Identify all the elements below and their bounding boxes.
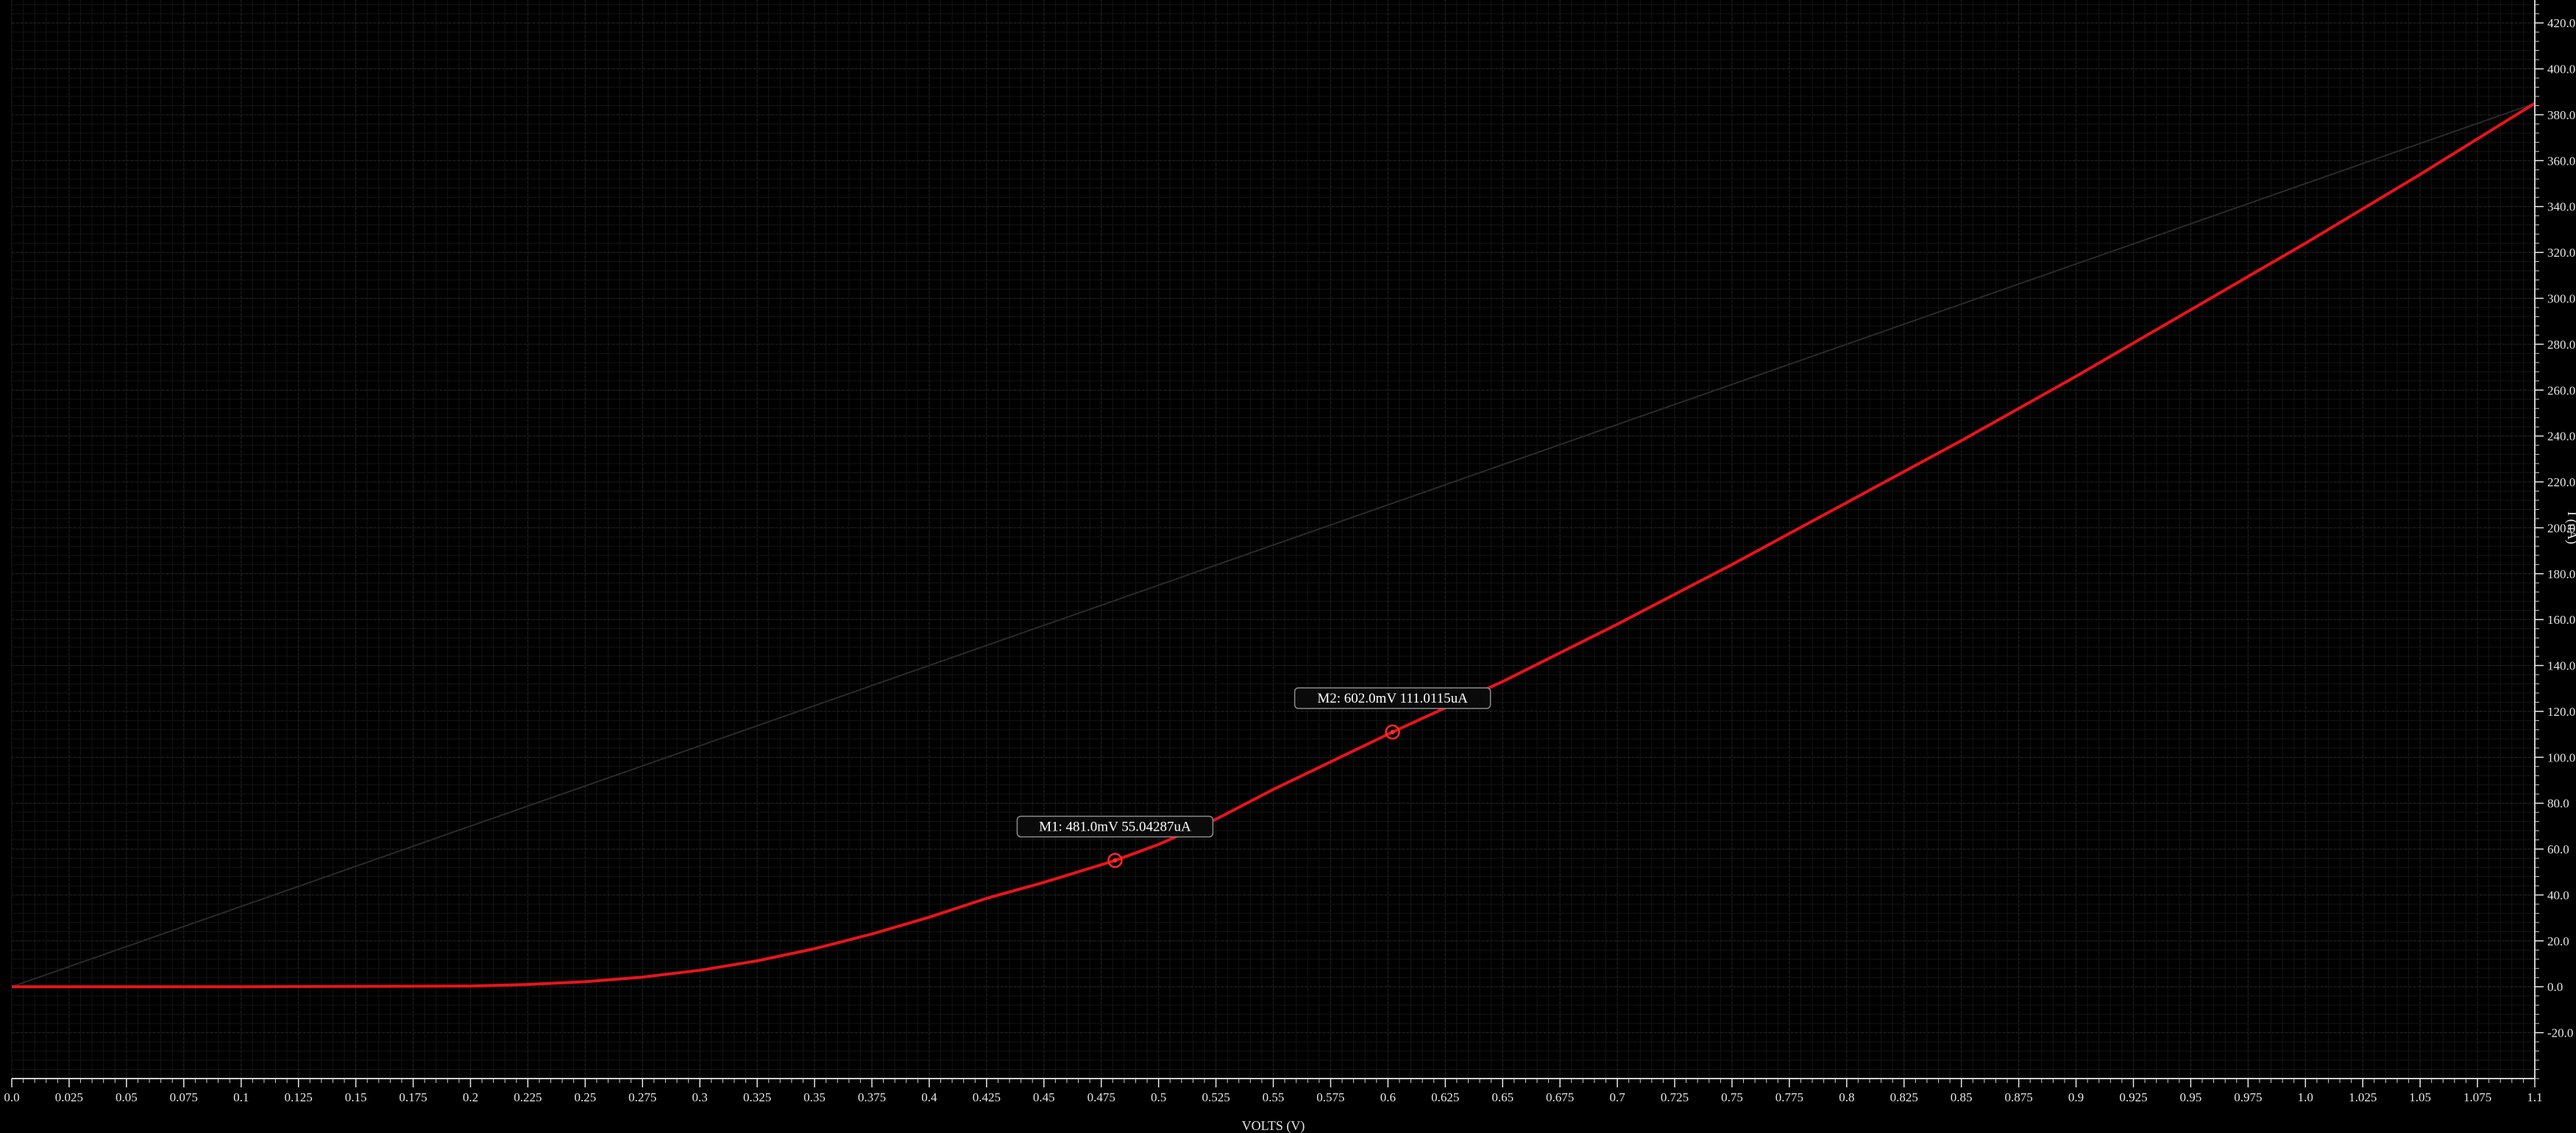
series-layer [11,102,2536,989]
x-tick-label: 0.15 [345,1090,367,1104]
x-tick-label: 0.8 [1839,1090,1854,1104]
y-tick-label: 360.0 [2547,154,2575,168]
x-tick-label: 0.25 [574,1090,596,1104]
marker-1-dot [1113,858,1118,863]
x-tick-label: 0.125 [285,1090,313,1104]
marker-2-label-box [1294,687,1491,709]
y-tick-label: 380.0 [2547,108,2575,122]
x-tick-label: 0.0 [4,1090,19,1104]
x-tick-label: 0.975 [2234,1090,2262,1104]
x-tick-label: 0.45 [1033,1090,1055,1104]
x-tick-label: 0.65 [1491,1090,1514,1104]
y-tick-label: 300.0 [2547,291,2575,305]
x-tick-label: 0.35 [803,1090,826,1104]
x-tick-label: 0.075 [170,1090,198,1104]
marker-2-label: M2: 602.0mV 111.0115uA [1317,691,1468,706]
y-tick-label: 60.0 [2547,842,2569,856]
x-tick-label: 0.925 [2119,1090,2147,1104]
y-tick-label: 260.0 [2547,383,2575,397]
x-tick-label: 0.75 [1721,1090,1743,1104]
x-tick-label: 0.275 [628,1090,656,1104]
y-tick-label: -20.0 [2547,1026,2573,1040]
marker-2-dot [1390,729,1395,734]
x-tick-label: 0.95 [2180,1090,2202,1104]
y-tick-label: 140.0 [2547,659,2575,673]
x-tick-label: 0.825 [1890,1090,1918,1104]
x-tick-label: 0.875 [2004,1090,2032,1104]
axes-layer: 0.0 0.025 0.05 0.075 0.1 0.125 0.15 0.175 0.2 0.2… [4,0,2575,1104]
x-tick-label: 0.2 [463,1090,478,1104]
marker-layer: M1: 481.0mV 55.04287uA M2: 602.0mV 111.01… [1016,687,1491,868]
x-tick-label: 1.1 [2527,1090,2542,1104]
x-tick-label: 0.325 [743,1090,771,1104]
x-tick-label: 0.025 [55,1090,83,1104]
x-tick-label: 0.3 [692,1090,708,1104]
x-tick-label: 0.725 [1661,1090,1689,1104]
y-tick-label: 40.0 [2547,888,2569,902]
x-tick-label: 0.525 [1202,1090,1230,1104]
x-tick-label: 0.4 [921,1090,937,1104]
x-tick-label: 0.675 [1546,1090,1574,1104]
y-tick-label: 320.0 [2547,246,2575,260]
x-tick-label: 0.225 [514,1090,542,1104]
y-tick-label: 180.0 [2547,567,2575,581]
x-tick-label: 0.6 [1380,1090,1396,1104]
y-tick-label: 120.0 [2547,705,2575,719]
x-tick-label: 0.1 [233,1090,249,1104]
x-tick-label: 0.85 [1951,1090,1973,1104]
x-tick-label: 1.0 [2298,1090,2313,1104]
y-tick-label: 0.0 [2547,980,2563,994]
y-tick-label: 80.0 [2547,797,2569,811]
marker-1-ring [1107,853,1123,868]
y-tick-label: 240.0 [2547,430,2575,444]
y-tick-label: 200.0 [2547,521,2575,535]
x-tick-label: 0.7 [1609,1090,1625,1104]
x-axis-title: VOLTS (V) [1242,1118,1305,1133]
major-gridlines [11,0,2536,1079]
marker-1-label: M1: 481.0mV 55.04287uA [1039,820,1191,835]
x-tick-label: 0.425 [973,1090,1001,1104]
x-tick-label: 0.9 [2068,1090,2084,1104]
x-tick-label: 0.575 [1316,1090,1344,1104]
x-tick-label: 1.075 [2463,1090,2491,1104]
marker-1-label-box [1016,815,1214,838]
marker-2-ring [1385,724,1400,740]
series-line-0 [12,102,2536,989]
y-tick-label: 280.0 [2547,338,2575,352]
series-line-1 [11,102,2536,988]
y-tick-label: 420.0 [2547,16,2575,30]
y-tick-label: 340.0 [2547,200,2575,214]
x-tick-label: 0.5 [1151,1090,1166,1104]
x-tick-label: 1.05 [2409,1090,2431,1104]
y-tick-label: 220.0 [2547,475,2575,489]
y-tick-label: 160.0 [2547,613,2575,627]
y-axis-title: I (uA) [2564,511,2576,544]
y-tick-label: 100.0 [2547,750,2575,764]
x-tick-label: 0.55 [1263,1090,1285,1104]
x-tick-label: 0.175 [399,1090,427,1104]
y-tick-label: 20.0 [2547,934,2569,948]
x-tick-label: 0.475 [1087,1090,1115,1104]
x-tick-label: 1.025 [2349,1090,2377,1104]
x-tick-label: 0.625 [1431,1090,1459,1104]
x-tick-label: 0.775 [1775,1090,1803,1104]
x-tick-label: 0.375 [858,1090,886,1104]
x-tick-label: 0.05 [116,1090,138,1104]
y-tick-label: 400.0 [2547,63,2575,77]
